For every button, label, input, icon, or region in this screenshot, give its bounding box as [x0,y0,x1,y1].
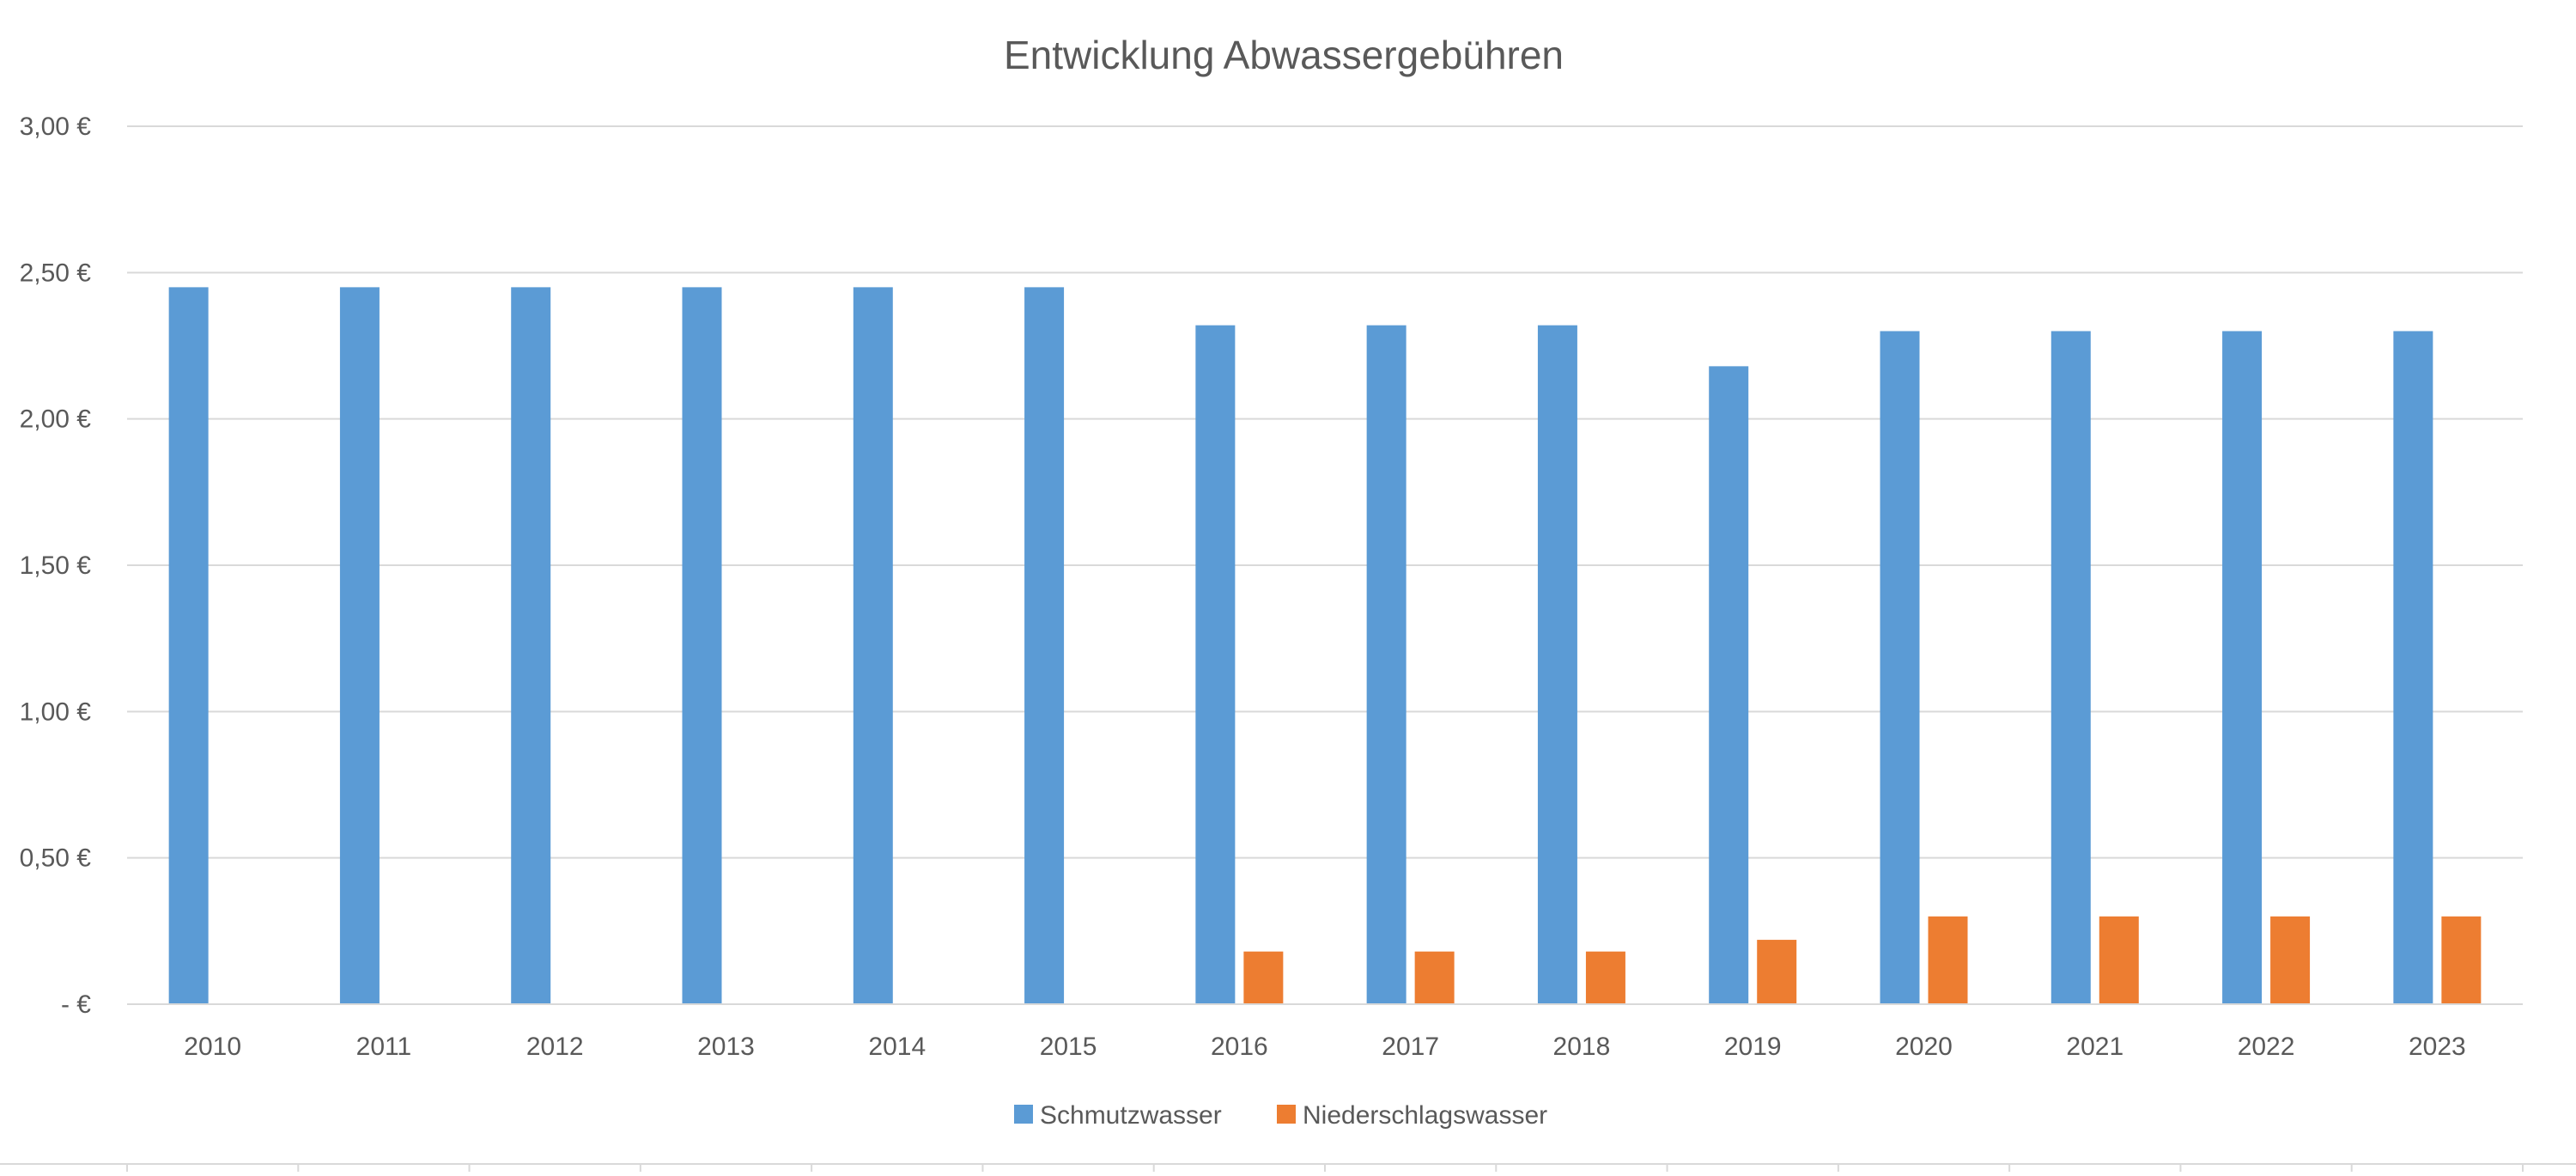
bar-schmutzwasser-2018 [1537,325,1577,1004]
bar-schmutzwasser-2019 [1709,366,1749,1004]
x-tick-label: 2023 [2409,1033,2466,1061]
x-tick-label: 2010 [184,1033,241,1061]
y-tick-label: 2,50 € [20,259,92,287]
y-tick-label: 0,50 € [20,844,92,873]
x-tick-label: 2011 [356,1033,412,1061]
bar-schmutzwasser-2023 [2393,331,2433,1004]
bar-schmutzwasser-2012 [511,287,551,1004]
y-tick-label: 1,50 € [20,551,92,580]
x-tick-label: 2016 [1211,1033,1268,1061]
bar-schmutzwasser-2020 [1880,331,1920,1004]
bar-niederschlagswasser-2017 [1414,951,1455,1004]
bar-schmutzwasser-2017 [1366,325,1406,1004]
bar-schmutzwasser-2015 [1024,287,1065,1004]
x-tick-label: 2020 [1895,1033,1953,1061]
x-axis: 2010 2011 2012 2013 2014 2015 2016 2017 2018 2019… [0,1003,2576,1172]
bar-schmutzwasser-2013 [682,287,722,1004]
x-tick-label: 2018 [1553,1033,1611,1061]
gridlines [127,125,2523,859]
x-tick-label: 2013 [697,1033,755,1061]
x-tick-label: 2017 [1382,1033,1439,1061]
y-tick-label: - € [61,990,91,1019]
bars [168,287,2482,1004]
y-tick-label: 1,00 € [20,698,92,726]
bar-niederschlagswasser-2018 [1585,951,1625,1004]
legend-label: Schmutzwasser [1040,1101,1222,1130]
x-tick-label: 2022 [2238,1033,2295,1061]
legend-label: Niederschlagswasser [1303,1101,1547,1130]
legend-swatch [1277,1105,1296,1124]
bar-niederschlagswasser-2019 [1757,940,1797,1004]
x-tick-label: 2012 [526,1033,584,1061]
bar-schmutzwasser-2014 [853,287,893,1004]
legend: Schmutzwasser Niederschlagswasser [1014,1101,1547,1130]
y-axis-tick-labels: - € 0,50 € 1,00 € 1,50 € 2,00 € 2,50 € 3,00 € [20,113,92,1019]
bar-schmutzwasser-2022 [2222,331,2263,1004]
x-tick-label: 2015 [1040,1033,1097,1061]
bar-schmutzwasser-2016 [1195,325,1236,1004]
chart-title: Entwicklung Abwassergebühren [1004,33,1564,77]
x-tick-label: 2014 [868,1033,926,1061]
y-tick-label: 2,00 € [20,405,92,434]
bar-niederschlagswasser-2022 [2270,916,2311,1004]
bar-schmutzwasser-2011 [339,287,380,1004]
bar-niederschlagswasser-2023 [2441,916,2482,1004]
bar-schmutzwasser-2021 [2050,331,2091,1004]
bar-niederschlagswasser-2021 [2099,916,2139,1004]
x-tick-label: 2019 [1724,1033,1782,1061]
legend-swatch [1014,1105,1033,1124]
bar-schmutzwasser-2010 [168,287,209,1004]
x-tick-label: 2021 [2066,1033,2123,1061]
bar-niederschlagswasser-2020 [1928,916,1968,1004]
bar-niederschlagswasser-2016 [1243,951,1284,1004]
y-tick-label: 3,00 € [20,113,92,141]
